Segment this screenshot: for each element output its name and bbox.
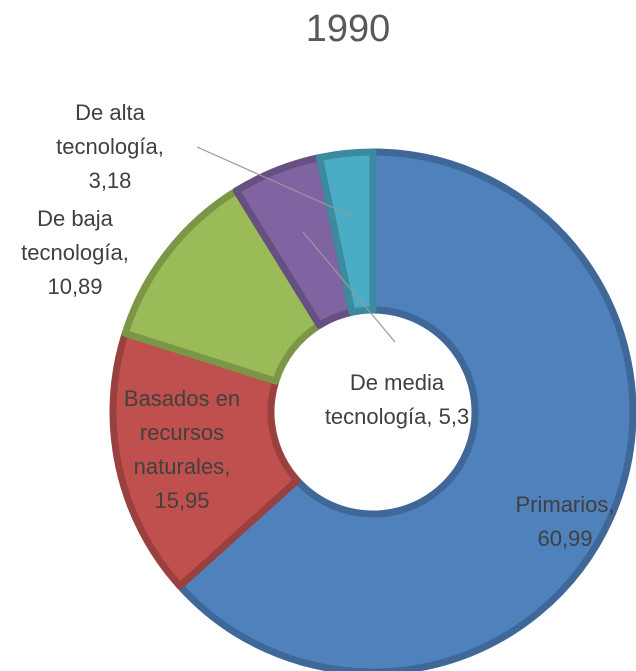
data-label: De baja tecnología, 10,89 xyxy=(4,202,146,304)
slice xyxy=(176,148,636,671)
label-separator: , xyxy=(122,240,129,265)
leader-line xyxy=(302,231,396,343)
label-value: 5,3 xyxy=(438,404,470,429)
data-label: De media tecnología, 5,3 xyxy=(296,366,498,434)
data-label: Primarios, 60,99 xyxy=(490,488,636,556)
chart-title: 1990 xyxy=(305,8,391,50)
label-separator: , xyxy=(608,492,615,517)
slice xyxy=(315,148,377,316)
slices xyxy=(109,148,636,671)
leader-line xyxy=(196,146,353,217)
label-category: De media tecnología xyxy=(324,370,445,429)
slice xyxy=(121,187,323,385)
label-category: Primarios xyxy=(515,492,609,517)
label-separator: , xyxy=(426,404,433,429)
slice xyxy=(109,329,301,590)
label-category: Basados en recursos naturales xyxy=(123,386,241,479)
label-value: 60,99 xyxy=(537,526,593,551)
label-value: 3,18 xyxy=(88,168,132,193)
data-label: De alta tecnología, 3,18 xyxy=(44,96,176,198)
label-separator: , xyxy=(157,134,164,159)
label-category: De baja tecnología xyxy=(21,206,123,265)
label-value: 15,95 xyxy=(154,488,210,513)
label-category: De alta tecnología xyxy=(56,100,158,159)
label-separator: , xyxy=(224,454,231,479)
label-value: 10,89 xyxy=(47,274,103,299)
data-label: Basados en recursos naturales, 15,95 xyxy=(108,382,256,518)
